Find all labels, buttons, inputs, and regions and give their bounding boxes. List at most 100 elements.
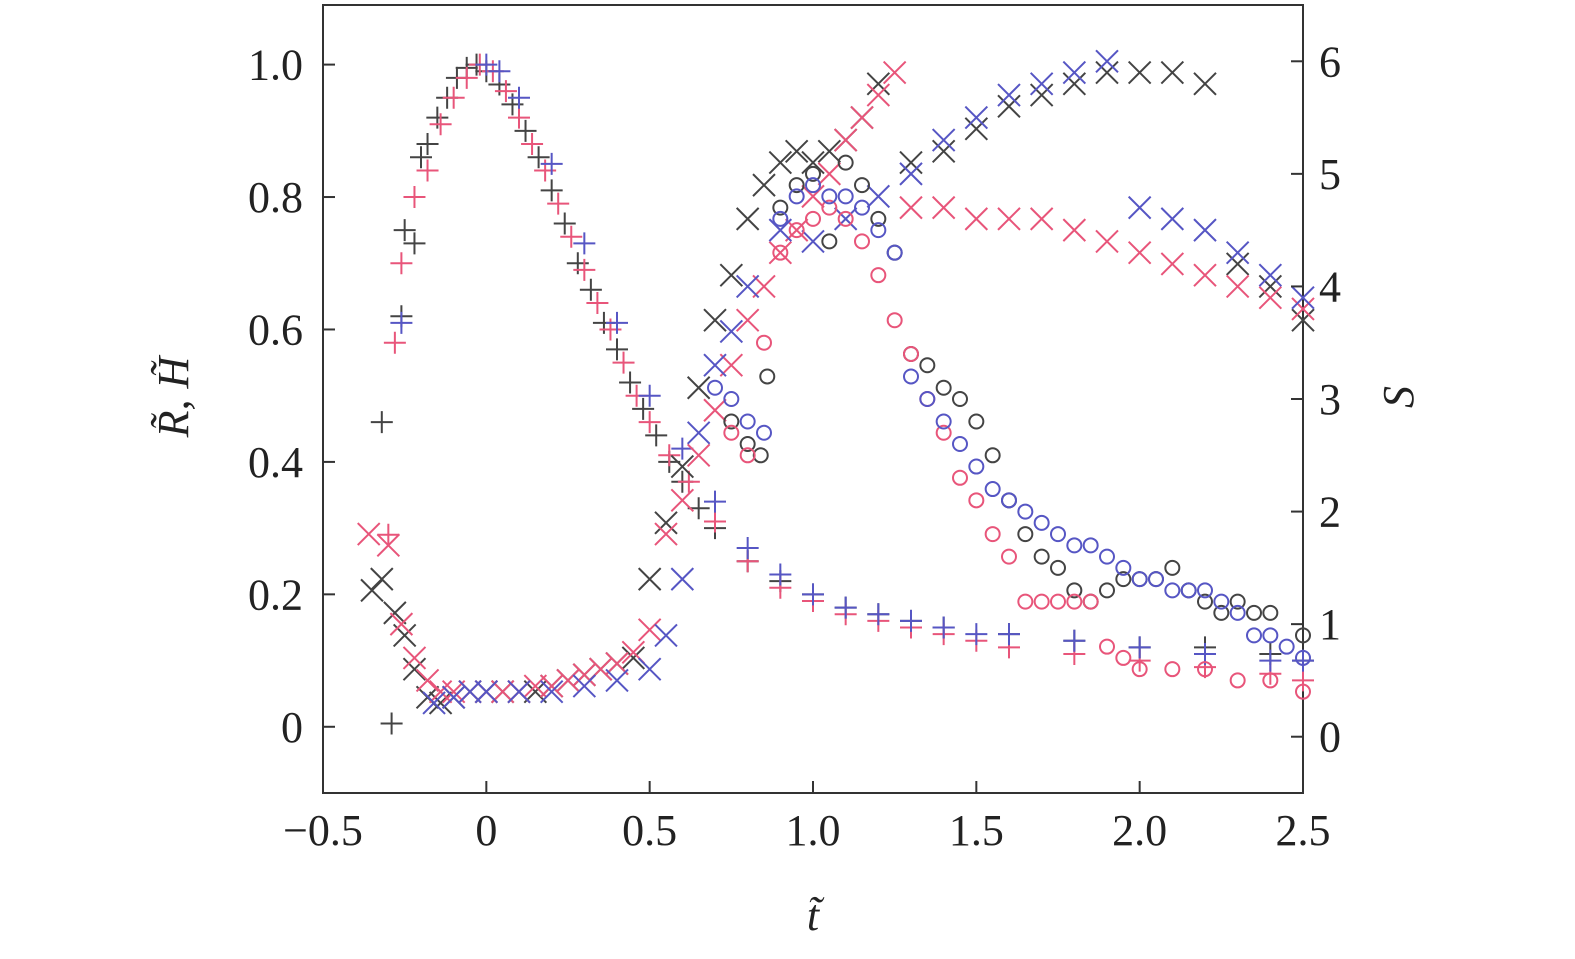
cross-marker <box>1193 218 1217 242</box>
circle-marker <box>968 492 985 509</box>
circle-marker <box>805 210 821 227</box>
circle-marker <box>1197 582 1213 599</box>
circle-marker <box>1213 593 1230 610</box>
cross-marker <box>866 72 891 96</box>
circle-marker <box>1262 627 1279 644</box>
cross-marker <box>458 679 482 704</box>
series-plus-2 <box>390 53 1314 672</box>
plus-marker <box>965 623 988 646</box>
y-right-tick-label: 1 <box>1319 600 1341 649</box>
circle-marker <box>1164 661 1181 678</box>
circle-marker <box>1115 649 1132 666</box>
series-cross-3 <box>360 60 1315 715</box>
cross-marker <box>1095 49 1119 73</box>
plus-marker <box>455 66 478 89</box>
cross-marker <box>1029 83 1054 107</box>
plus-marker <box>638 411 661 434</box>
circle-marker <box>870 222 887 239</box>
cross-marker <box>389 612 414 636</box>
cross-marker <box>768 240 793 265</box>
cross-marker <box>621 646 646 670</box>
plus-marker <box>540 152 563 175</box>
circle-marker <box>952 391 968 407</box>
circle-marker <box>805 177 821 194</box>
circle-marker <box>739 413 756 430</box>
axis-ticks: −0.5 0 0.5 1.0 1.5 2.0 2.5 0 0.2 0.4 0.6 0.8 1.0 0 1 2 3… <box>248 37 1341 855</box>
y-axis-label-right: S <box>1374 386 1423 408</box>
circle-marker <box>1066 537 1083 554</box>
circle-marker <box>756 334 772 351</box>
plus-marker <box>998 623 1020 646</box>
circle-marker <box>1295 683 1311 700</box>
circle-marker <box>968 458 985 475</box>
cross-marker <box>474 679 499 704</box>
plus-marker <box>1292 649 1314 672</box>
cross-marker <box>899 162 923 186</box>
cross-marker <box>703 353 727 377</box>
plus-marker <box>383 331 406 354</box>
cross-marker <box>490 679 515 704</box>
plus-marker <box>619 371 642 394</box>
plus-marker <box>475 53 498 76</box>
plus-marker <box>599 318 622 341</box>
plus-marker <box>501 93 524 116</box>
circle-marker <box>1197 593 1213 610</box>
x-tick-label: 0 <box>475 806 497 855</box>
plus-marker <box>802 583 824 606</box>
circle-marker <box>788 177 805 194</box>
y-right-tick-label: 4 <box>1319 262 1341 311</box>
circle-marker <box>1295 627 1311 644</box>
cross-marker <box>997 83 1021 107</box>
circle-marker <box>1099 548 1115 565</box>
plus-marker <box>380 712 403 735</box>
circle-marker <box>1131 571 1148 588</box>
cross-marker <box>654 522 678 546</box>
cross-marker <box>572 663 597 687</box>
cross-marker <box>833 128 858 152</box>
cross-marker <box>1127 240 1152 265</box>
series-circle-7 <box>723 199 1311 700</box>
y-right-tick-label: 2 <box>1319 488 1341 537</box>
plus-marker <box>416 159 439 182</box>
cross-marker <box>523 679 548 704</box>
plus-marker <box>390 252 413 275</box>
circle-marker <box>919 357 936 374</box>
cross-marker <box>441 679 466 704</box>
cross-marker <box>1258 263 1283 287</box>
cross-marker <box>997 207 1021 231</box>
cross-marker <box>768 150 793 175</box>
cross-marker <box>360 578 384 603</box>
plus-marker <box>638 384 661 407</box>
plus-marker <box>494 80 517 103</box>
circle-marker <box>854 233 870 250</box>
plus-marker <box>560 225 583 248</box>
data-marks <box>357 49 1315 735</box>
cross-marker <box>1029 207 1054 231</box>
plus-marker <box>900 609 922 632</box>
plus-marker <box>573 258 596 281</box>
cross-marker <box>402 657 427 681</box>
plus-marker <box>540 179 563 202</box>
circle-marker <box>1164 582 1181 599</box>
plus-marker <box>547 192 570 215</box>
circle-marker <box>1115 571 1132 588</box>
circle-marker <box>821 233 838 250</box>
circle-marker <box>739 436 756 453</box>
cross-marker <box>899 195 923 220</box>
circle-marker <box>1262 604 1279 621</box>
cross-marker <box>670 454 695 479</box>
circle-marker <box>968 413 985 430</box>
cross-marker <box>784 139 809 164</box>
circle-marker <box>788 222 805 239</box>
circle-marker <box>1050 593 1066 610</box>
plus-marker <box>658 444 681 467</box>
plus-marker <box>488 60 511 83</box>
cross-marker <box>931 139 956 164</box>
plus-marker <box>390 311 413 334</box>
x-tick-label: 2.5 <box>1276 806 1331 855</box>
y-right-tick-label: 5 <box>1319 150 1341 199</box>
cross-marker <box>1095 60 1119 85</box>
y-left-tick-label: 0.6 <box>248 305 303 354</box>
circle-marker <box>919 391 936 407</box>
plus-marker <box>606 311 628 334</box>
